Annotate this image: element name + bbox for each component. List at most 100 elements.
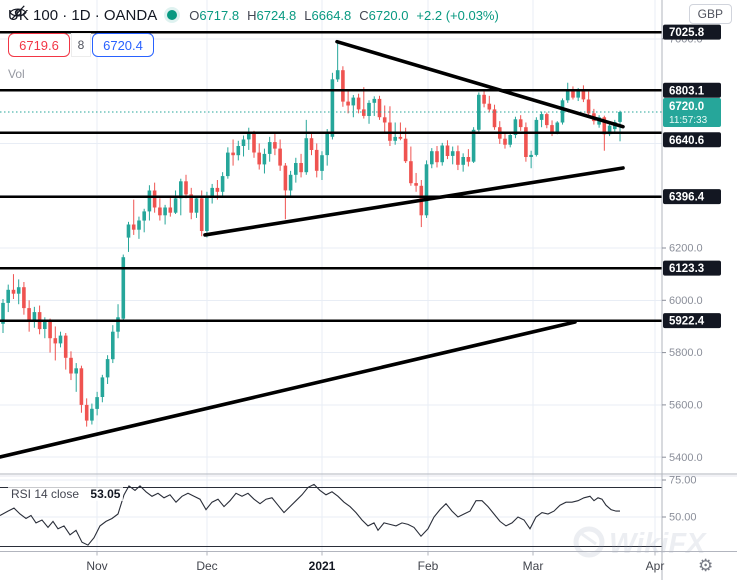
candle — [199, 190, 204, 237]
sell-bid-button[interactable]: 6719.6 — [8, 33, 70, 57]
rsi-curve — [0, 483, 620, 546]
svg-text:75.00: 75.00 — [669, 475, 697, 487]
candle — [482, 89, 486, 108]
time-axis-label: Apr — [646, 559, 665, 573]
last-price-badge: 6720.0 11:57:33 — [663, 98, 721, 127]
candle — [137, 216, 141, 239]
pane-separator[interactable] — [0, 473, 737, 477]
candle — [477, 92, 481, 132]
candle — [518, 115, 523, 131]
candle — [424, 160, 429, 218]
level-price-badges: 7025.8 6803.1 6640.6 6396.4 6123.3 5922.4 — [663, 24, 721, 329]
chart-legend: UK 100 · 1D · OANDA O6717.8 H6724.8 L666… — [8, 4, 499, 83]
countdown-timer: 11:57:33 — [669, 115, 708, 126]
svg-text:5600.0: 5600.0 — [669, 400, 703, 412]
open-value: O6717.8 — [189, 7, 240, 23]
candle — [503, 132, 507, 149]
candle — [163, 204, 167, 225]
candle — [299, 153, 303, 178]
bid-ask-row: 6719.6 8 6720.4 — [8, 33, 499, 57]
buy-ask-button[interactable]: 6720.4 — [92, 33, 154, 57]
candle — [111, 325, 115, 364]
candle — [314, 143, 319, 178]
price-scale-ticks[interactable]: 7000.06200.06000.05800.05600.05400.075.0… — [662, 33, 703, 524]
candle — [508, 132, 512, 148]
symbol-legend-row: UK 100 · 1D · OANDA O6717.8 H6724.8 L666… — [8, 4, 499, 26]
candle — [231, 139, 235, 166]
svg-text:7025.8: 7025.8 — [669, 27, 705, 39]
candle — [445, 140, 450, 160]
candle — [11, 274, 16, 299]
candle — [32, 306, 37, 328]
candle — [100, 374, 105, 403]
time-axis[interactable]: Nov Dec 2021 Feb Mar Apr — [86, 551, 665, 574]
candle — [63, 332, 68, 370]
candle — [226, 147, 230, 179]
candle — [539, 111, 544, 128]
candle — [513, 116, 518, 139]
candle — [372, 96, 377, 116]
currency-toggle-button[interactable]: GBP — [688, 4, 732, 24]
candle — [84, 398, 89, 427]
candle — [278, 139, 282, 171]
wikifx-watermark: WikiFX — [573, 526, 707, 560]
candle — [414, 172, 418, 192]
spread-value: 8 — [71, 33, 91, 57]
candle — [320, 151, 324, 181]
market-status-dot[interactable] — [167, 10, 178, 20]
candle — [419, 180, 424, 228]
symbol-title[interactable]: UK 100 · 1D · OANDA — [8, 6, 158, 24]
candle — [131, 199, 136, 235]
svg-text:6720.0: 6720.0 — [669, 101, 704, 113]
candle — [545, 112, 549, 129]
candle — [189, 187, 193, 220]
candle — [79, 365, 84, 413]
candle — [257, 143, 261, 170]
time-axis-label: Dec — [196, 559, 217, 573]
svg-text:6803.1: 6803.1 — [669, 85, 705, 97]
trendlines[interactable] — [0, 39, 625, 459]
candle — [492, 104, 497, 130]
candle — [607, 123, 612, 137]
candle — [466, 149, 471, 167]
candle — [487, 95, 492, 113]
candle — [90, 403, 94, 425]
candle — [304, 119, 309, 175]
close-value: C6720.0 — [359, 7, 409, 23]
candle — [27, 300, 31, 332]
candle — [430, 148, 434, 169]
svg-text:WikiFX: WikiFX — [609, 528, 707, 560]
high-value: H6724.8 — [247, 7, 297, 23]
candle — [210, 183, 214, 204]
volume-legend-row: Vol — [8, 5, 499, 83]
candle — [220, 172, 225, 196]
candle — [330, 72, 335, 140]
candle — [456, 145, 460, 171]
vertical-gridlines — [96, 0, 656, 551]
settings-gear-icon[interactable]: ⚙ — [698, 556, 714, 575]
candle — [565, 82, 570, 103]
candle — [262, 148, 267, 174]
candlestick-series — [1, 41, 622, 427]
candle — [524, 122, 528, 162]
candle — [6, 284, 10, 313]
rsi-indicator-label[interactable]: RSI 14 close 53.05 — [8, 487, 124, 501]
candle — [267, 136, 272, 162]
candle — [529, 150, 533, 169]
trendline — [335, 39, 625, 129]
horizontal-level-lines[interactable] — [0, 30, 662, 322]
candle — [53, 326, 58, 361]
candle — [105, 355, 110, 384]
candle — [74, 363, 78, 392]
candle — [409, 146, 413, 186]
candle — [341, 66, 345, 107]
candle — [382, 105, 387, 132]
candle — [194, 195, 199, 218]
candle — [241, 135, 246, 157]
candle — [335, 41, 340, 82]
candle — [69, 351, 73, 381]
candle — [283, 163, 288, 220]
candle — [173, 190, 178, 215]
